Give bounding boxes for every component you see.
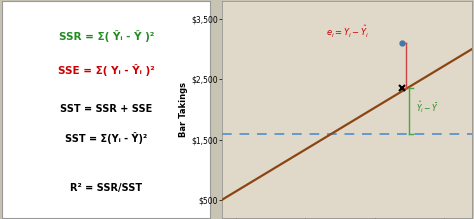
Text: $\hat{Y}_i - \bar{Y}$: $\hat{Y}_i - \bar{Y}$ xyxy=(416,99,439,115)
Text: SSE = Σ( Yᵢ - Ŷᵢ )²: SSE = Σ( Yᵢ - Ŷᵢ )² xyxy=(58,64,155,76)
Text: SST = SSR + SSE: SST = SSR + SSE xyxy=(60,104,153,115)
Text: SST = Σ(Yᵢ - Ŷ)²: SST = Σ(Yᵢ - Ŷ)² xyxy=(65,132,147,144)
Text: SSR = Σ( Ŷᵢ - Ŷ )²: SSR = Σ( Ŷᵢ - Ŷ )² xyxy=(59,30,154,42)
Text: $e_i = Y_i - \hat{Y}_i$: $e_i = Y_i - \hat{Y}_i$ xyxy=(326,23,369,39)
Y-axis label: Bar Takings: Bar Takings xyxy=(179,82,188,137)
Text: R² = SSR/SST: R² = SSR/SST xyxy=(70,183,143,193)
